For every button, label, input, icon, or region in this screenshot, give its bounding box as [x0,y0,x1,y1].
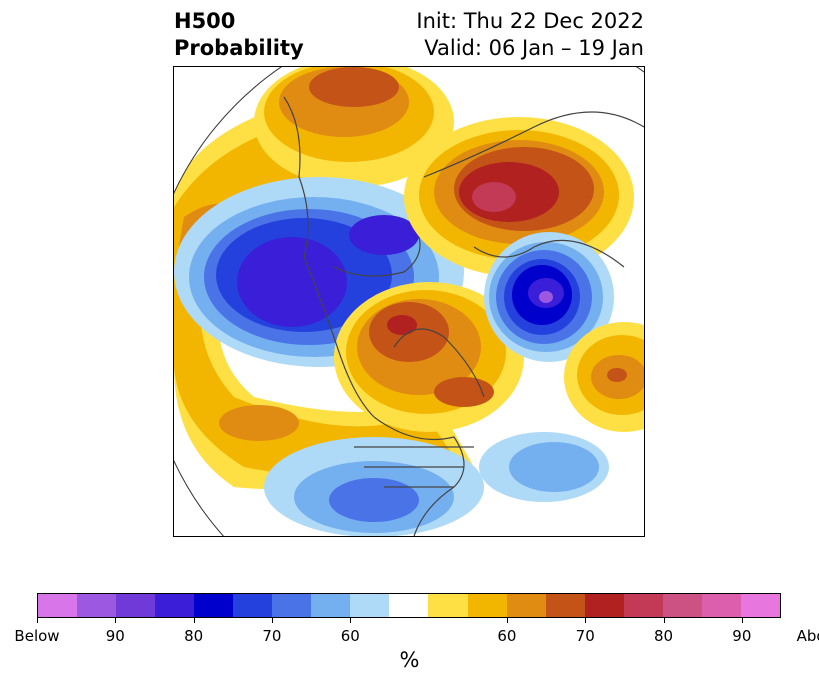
colorbar-tick-label: 80 [653,627,674,645]
colorbar-segment [233,594,273,617]
colorbar-tick-mark [37,618,38,623]
colorbar-segment [155,594,195,617]
colorbar-segment [506,594,546,617]
colorbar-segment [428,594,468,617]
title-variable: H500 [174,9,236,33]
polar-map-svg [174,67,644,536]
coastlines [283,96,644,536]
colorbar-segment [77,594,117,617]
colorbar-segment [701,594,741,617]
colorbar-tick-mark [585,618,587,623]
colorbar-segment [116,594,156,617]
colorbar-tick-mark [350,618,352,623]
colorbar [37,593,781,618]
colorbar-units: % [399,648,420,672]
colorbar-tick-mark [741,618,743,623]
colorbar-tick-label: 90 [105,627,125,645]
colorbar-tick-label: Below [14,627,60,645]
map-title: H500 Probability [174,8,304,62]
colorbar-tick-label: 60 [340,627,360,645]
colorbar-segment [194,594,234,617]
colorbar-tick-label: 80 [184,627,204,645]
colorbar-segment [389,594,429,617]
colorbar-tick-label: Above [796,627,819,645]
colorbar-segment [311,594,351,617]
colorbar-segment [623,594,663,617]
colorbar-segment [545,594,585,617]
forecast-dates: Init: Thu 22 Dec 2022 Valid: 06 Jan – 19… [330,8,644,62]
probability-map [173,66,645,537]
colorbar-segment [467,594,507,617]
title-product: Probability [174,36,304,60]
colorbar-tick-label: 60 [497,627,517,645]
colorbar-tick-mark [193,618,195,623]
colorbar-segment [662,594,702,617]
colorbar-tick-mark [271,618,273,623]
colorbar-tick-mark [506,618,508,623]
colorbar-tick-mark [663,618,665,623]
colorbar-tick-label: 70 [575,627,595,645]
colorbar-segment [272,594,312,617]
colorbar-tick-mark [115,618,117,623]
colorbar-tick-label: 70 [262,627,282,645]
probability-field [174,67,644,536]
colorbar-segment [584,594,624,617]
colorbar-segment [740,594,780,617]
valid-period: Valid: 06 Jan – 19 Jan [424,36,644,60]
colorbar-tick-label: 90 [732,627,752,645]
colorbar-segment [38,594,78,617]
init-date: Init: Thu 22 Dec 2022 [416,9,644,33]
colorbar-segment [350,594,390,617]
